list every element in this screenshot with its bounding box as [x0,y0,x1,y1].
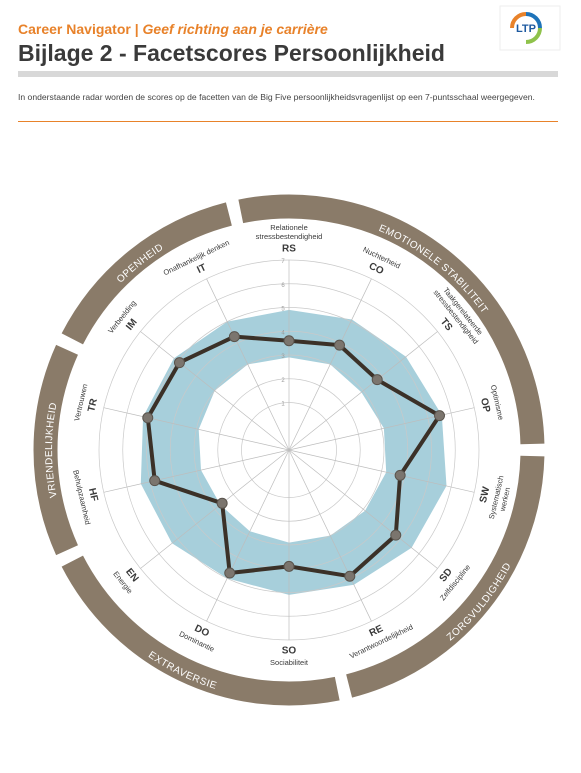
facet-code: OP [478,397,492,414]
logo-text: LTP [516,23,536,35]
spoke [206,449,290,622]
norm-range [140,309,447,595]
facet-code: IM [124,317,140,333]
logo: LTP [499,5,561,51]
facet-code: TR [86,397,100,413]
score-point [283,560,295,572]
domain-label: VRIENDELIJKHEID [44,401,60,498]
domain-segment [61,202,232,345]
facet-code: CO [367,261,385,278]
facet-name: Relationele [270,223,308,232]
domain-label-path: VRIENDELIJKHEID [44,401,59,498]
score-point [228,331,240,343]
score-point [224,567,236,579]
spoke [140,449,290,569]
facet-name: Sociabiliteit [270,658,309,667]
r-tick-label: 5 [281,307,285,313]
brand-name: Career Navigator | [18,21,139,37]
facet-name: stressbestendigheid [256,232,323,241]
score-point [283,335,295,347]
score-point [173,357,185,369]
brand: Career Navigator | Geef richting aan je … [18,21,328,37]
facet-code: IT [195,262,208,276]
spoke [140,331,290,451]
r-tick-label: 2 [281,378,285,384]
r-tick-label: 3 [281,354,285,360]
domain-segment [346,455,545,698]
spoke [288,449,438,569]
facet-code: SO [282,646,297,657]
score-point [390,529,402,541]
spoke [288,449,372,622]
domain-segment [61,555,340,706]
facet-name: Optimisme [489,384,506,421]
spoke [288,331,438,451]
score-point [142,412,154,424]
score-point [333,339,345,351]
domain-label-path: ZORGVULDIGHEID [445,561,513,643]
spoke [206,278,290,451]
r-tick-label: 6 [281,283,285,289]
facet-code: RS [282,244,296,255]
domain-segment [238,194,545,445]
domain-label: ZORGVULDIGHEID [445,561,514,643]
domain-segment [33,344,79,556]
score-point [216,497,228,509]
facet-name: Vertrouwen [72,383,89,422]
r-tick-label: 4 [281,330,285,336]
r-tick-label: 7 [281,259,285,265]
spoke [103,449,290,493]
score-point [344,570,356,582]
score-point [149,475,161,487]
page-title: Bijlage 2 - Facetscores Persoonlijkheid [18,40,445,66]
r-tick-label: 1 [281,402,285,408]
rule [18,121,558,122]
spoke [288,449,475,493]
score-point [434,410,446,422]
facet-code: HF [86,487,100,502]
score-point [371,374,383,386]
score-point [394,469,406,481]
title-bar [18,71,558,77]
spoke [103,407,290,451]
spoke [288,278,372,451]
tagline: Geef richting aan je carrière [142,21,328,37]
intro: In onderstaande radar worden de scores o… [18,92,535,102]
facet-code: SW [478,485,492,504]
